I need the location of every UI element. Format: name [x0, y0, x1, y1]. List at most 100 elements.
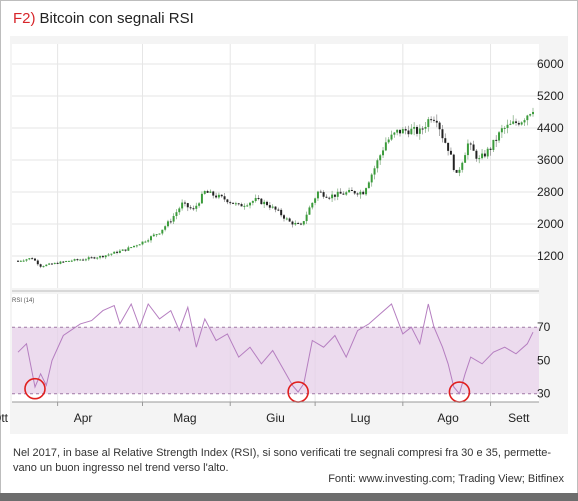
candle-body	[367, 182, 370, 189]
candle-body	[325, 196, 328, 198]
candle-body	[461, 162, 464, 170]
candle-body	[532, 111, 534, 115]
candle-body	[384, 142, 387, 151]
candle-body	[498, 132, 501, 141]
candle-body	[22, 260, 25, 262]
candle-body	[483, 153, 486, 157]
figure-title-text: Bitcoin con segnali RSI	[39, 10, 194, 27]
candle-body	[33, 258, 36, 261]
x-tick-label: Sett	[508, 411, 530, 425]
rsi-line	[17, 302, 534, 395]
candle-body	[271, 206, 274, 208]
candle-body	[229, 202, 232, 204]
candle-body	[246, 205, 249, 207]
candle-body	[424, 126, 427, 129]
x-tick-label: Ago	[437, 411, 459, 425]
candle-body	[523, 120, 526, 123]
candle-body	[291, 221, 294, 225]
candle-body	[486, 148, 489, 157]
candle-body	[404, 129, 407, 131]
x-tick-label: Giu	[266, 411, 285, 425]
candle-body	[232, 202, 235, 204]
candle-body	[294, 222, 297, 225]
candle-body	[138, 244, 141, 246]
rsi-panel-title: RSI (14)	[12, 298, 34, 304]
candle-body	[268, 205, 271, 208]
candle-body	[316, 191, 319, 199]
candle-body	[257, 197, 260, 199]
candle-body	[73, 259, 76, 261]
candle-body	[183, 202, 186, 204]
candle-body	[373, 168, 376, 175]
candle-body	[350, 189, 353, 191]
rsi-tick-label: 30	[537, 387, 551, 401]
candle-body	[155, 234, 158, 236]
candle-body	[172, 216, 175, 222]
candle-body	[254, 197, 257, 202]
candle-body	[175, 212, 178, 217]
candle-body	[444, 138, 447, 143]
candle-body	[274, 206, 277, 210]
candle-body	[432, 119, 435, 121]
candle-body	[67, 260, 70, 262]
candle-body	[407, 130, 410, 135]
candle-body	[82, 259, 85, 261]
candle-body	[529, 114, 532, 116]
rsi-tick-label: 50	[537, 353, 551, 367]
candle-body	[415, 126, 418, 134]
candle-body	[19, 260, 22, 262]
candle-body	[116, 251, 119, 253]
candle-body	[515, 121, 518, 123]
candle-body	[28, 258, 31, 260]
candle-body	[396, 129, 399, 133]
candle-body	[393, 132, 396, 135]
candle-body	[339, 191, 342, 194]
candle-body	[99, 255, 102, 258]
candle-body	[478, 158, 481, 160]
candle-body	[390, 134, 393, 140]
candle-body	[70, 260, 73, 262]
candle-body	[517, 122, 520, 125]
candle-body	[311, 202, 314, 208]
candle-body	[31, 258, 34, 260]
candle-body	[359, 191, 362, 195]
candle-body	[328, 197, 331, 199]
candle-body	[144, 241, 147, 243]
price-tick-label: 4400	[537, 121, 564, 135]
candle-body	[458, 169, 461, 173]
bottom-bar	[0, 493, 578, 501]
candle-body	[399, 129, 401, 134]
candle-body	[509, 123, 512, 125]
candle-body	[333, 194, 336, 197]
figure-label: F2)	[13, 10, 36, 27]
candle-body	[203, 191, 206, 194]
rsi-signal-circle-1	[24, 377, 46, 400]
price-tick-label: 2000	[537, 217, 564, 231]
candle-body	[45, 264, 48, 267]
candle-body	[62, 261, 65, 263]
candle-body	[401, 129, 404, 134]
candle-body	[526, 115, 529, 121]
candle-body	[365, 188, 368, 195]
candle-body	[39, 264, 42, 267]
x-tick-label: Ott	[0, 411, 9, 425]
candle-body	[209, 191, 212, 193]
candle-body	[181, 202, 184, 209]
x-tick-label: Lug	[350, 411, 370, 425]
candle-body	[430, 119, 433, 121]
candle-body	[59, 261, 62, 264]
candle-body	[356, 193, 359, 195]
candle-body	[418, 128, 421, 134]
candle-body	[427, 119, 430, 127]
candle-body	[135, 245, 138, 247]
price-tick-label: 3600	[537, 153, 564, 167]
candle-body	[438, 122, 441, 130]
x-tick-label: Mag	[173, 411, 196, 425]
candle-body	[466, 143, 469, 156]
candle-body	[87, 257, 90, 260]
candle-body	[379, 155, 382, 161]
candle-body	[251, 201, 254, 203]
candle-body	[266, 201, 269, 206]
candle-body	[331, 194, 334, 199]
candle-body	[455, 169, 458, 173]
